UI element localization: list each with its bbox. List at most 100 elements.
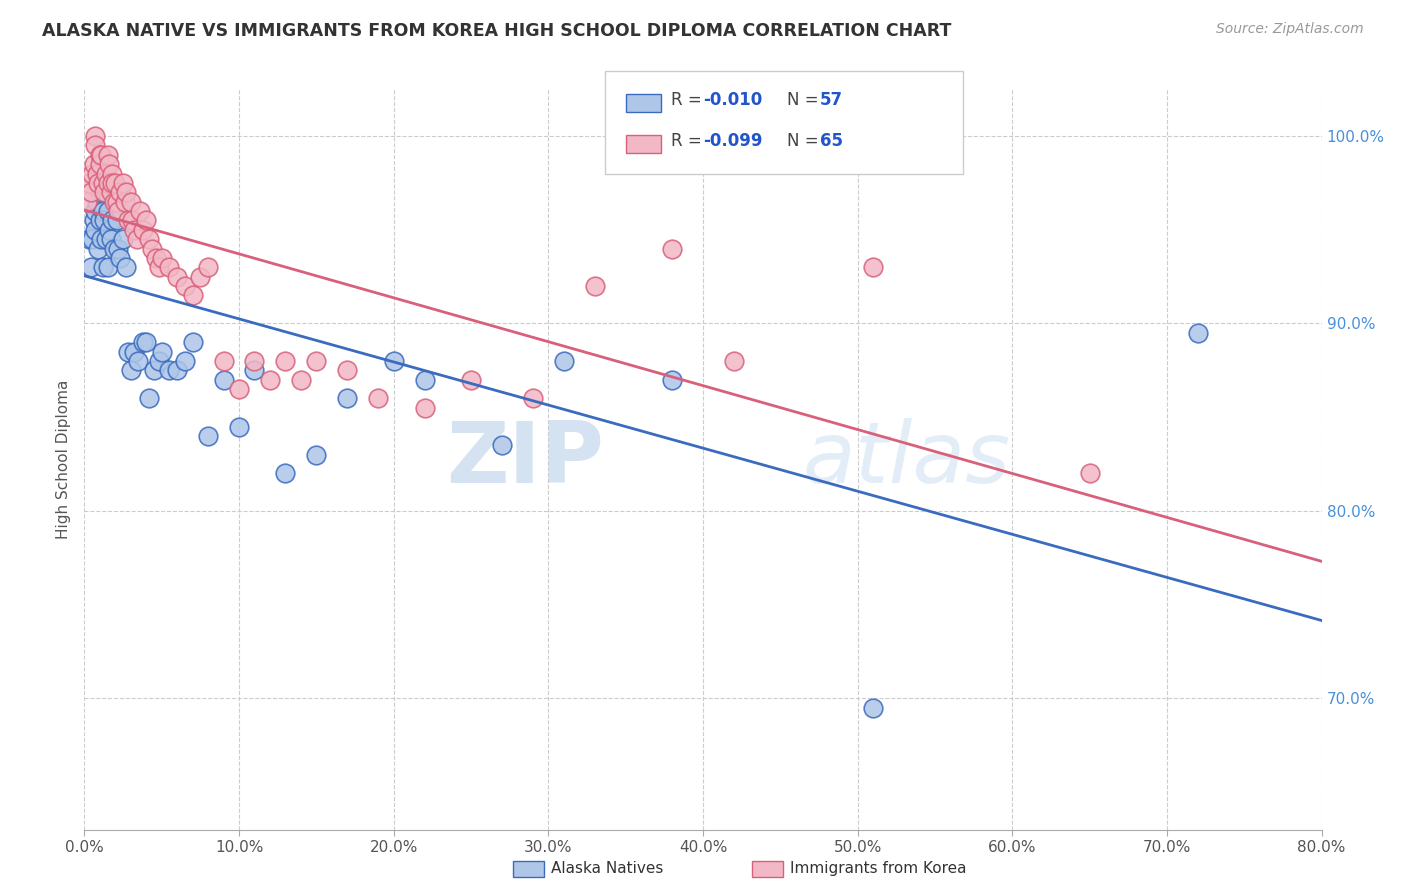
Point [87, 242, 110, 256]
Point [101, 167, 124, 181]
Text: Source: ZipAtlas.com: Source: ZipAtlas.com [1216, 22, 1364, 37]
Point [103, 194, 125, 209]
Point [132, 223, 155, 237]
Point [112, 176, 135, 190]
Point [553, 354, 575, 368]
Point [104, 176, 127, 190]
Point [148, 260, 170, 275]
Point [228, 419, 250, 434]
Point [101, 176, 124, 190]
Text: Alaska Natives: Alaska Natives [551, 862, 664, 876]
Point [103, 242, 125, 256]
Point [212, 354, 235, 368]
Text: N =: N = [787, 132, 824, 150]
Point [135, 335, 157, 350]
Point [259, 373, 281, 387]
Point [96, 260, 118, 275]
Point [91, 260, 114, 275]
Point [141, 242, 163, 256]
Point [76, 194, 98, 209]
Point [290, 373, 312, 387]
Text: 57: 57 [820, 91, 842, 109]
Point [212, 373, 235, 387]
Text: ZIP: ZIP [446, 417, 605, 501]
Point [143, 363, 166, 377]
Point [98, 223, 121, 237]
Point [661, 242, 683, 256]
Point [101, 213, 124, 227]
Point [181, 335, 204, 350]
Point [305, 448, 328, 462]
Point [104, 194, 127, 209]
Text: N =: N = [787, 91, 824, 109]
Y-axis label: High School Diploma: High School Diploma [56, 380, 72, 539]
Point [100, 186, 122, 200]
Point [150, 344, 173, 359]
Point [491, 438, 513, 452]
Point [110, 204, 132, 219]
Point [243, 363, 266, 377]
Point [336, 363, 359, 377]
Point [121, 213, 143, 227]
Point [243, 354, 266, 368]
Point [367, 392, 389, 406]
Point [82, 167, 104, 181]
Point [89, 186, 111, 200]
Point [83, 213, 105, 227]
Point [107, 242, 129, 256]
Point [94, 186, 117, 200]
Point [125, 232, 148, 246]
Point [166, 269, 188, 284]
Point [77, 232, 100, 246]
Point [96, 148, 118, 162]
Point [77, 176, 100, 190]
Point [117, 213, 139, 227]
Text: 65: 65 [820, 132, 842, 150]
Point [112, 232, 135, 246]
Point [84, 204, 107, 219]
Point [862, 700, 884, 714]
Point [174, 279, 197, 293]
Point [84, 223, 107, 237]
Point [86, 167, 108, 181]
Point [100, 232, 122, 246]
Point [148, 354, 170, 368]
Point [82, 232, 104, 246]
Point [108, 251, 131, 265]
Point [274, 354, 297, 368]
Text: atlas: atlas [801, 417, 1010, 501]
Point [122, 223, 145, 237]
Point [197, 260, 219, 275]
Point [89, 213, 111, 227]
Point [105, 213, 128, 227]
Point [115, 260, 138, 275]
Point [94, 167, 117, 181]
Text: -0.099: -0.099 [703, 132, 762, 150]
Point [91, 204, 114, 219]
Point [145, 251, 167, 265]
Point [150, 251, 173, 265]
Point [84, 129, 107, 144]
Point [413, 373, 436, 387]
Point [138, 392, 160, 406]
Point [460, 373, 482, 387]
Point [661, 373, 683, 387]
Point [87, 176, 110, 190]
Point [228, 382, 250, 396]
Point [305, 354, 328, 368]
Point [120, 194, 142, 209]
Point [522, 392, 544, 406]
Point [159, 260, 180, 275]
Point [83, 157, 105, 171]
Point [90, 232, 112, 246]
Point [108, 186, 131, 200]
Point [115, 186, 138, 200]
Point [274, 467, 297, 481]
Point [120, 363, 142, 377]
Point [336, 392, 359, 406]
Point [1078, 467, 1101, 481]
Point [197, 429, 219, 443]
Point [114, 194, 136, 209]
Point [98, 157, 121, 171]
Point [166, 363, 188, 377]
